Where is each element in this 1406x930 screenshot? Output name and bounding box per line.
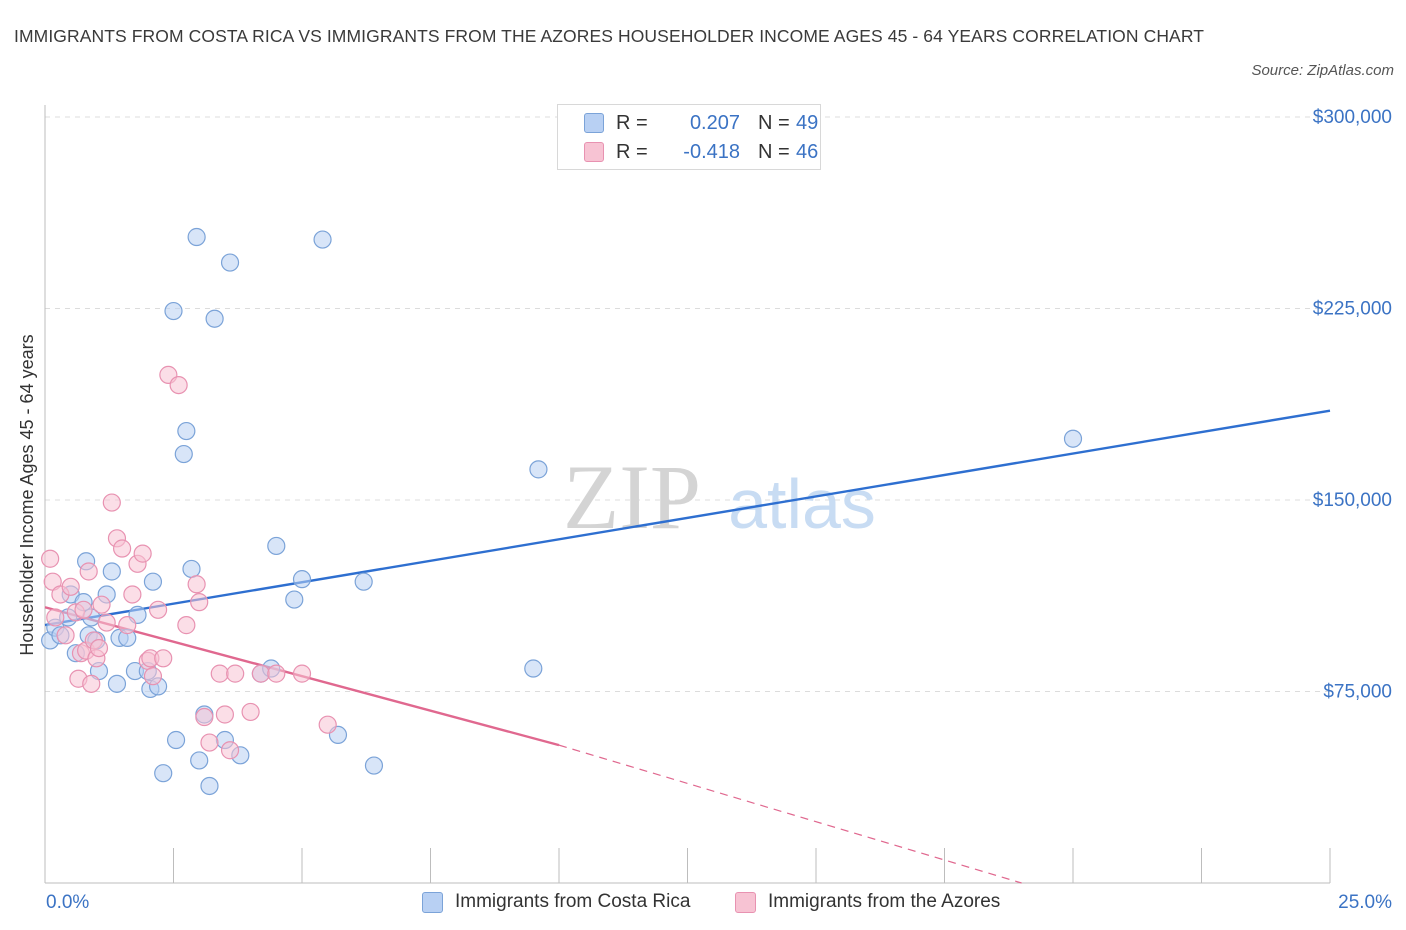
point-costa-rica [174,444,193,464]
x-tick-label-max: 25.0% [1338,892,1392,913]
axes [44,105,1331,884]
legend-swatch-azores [584,142,604,162]
watermark: ZIP atlas [563,446,876,548]
point-azores [187,575,206,594]
y-tick-label: $225,000 [1313,299,1392,320]
point-azores [102,493,121,512]
point-costa-rica [143,572,163,591]
point-costa-rica [313,230,332,249]
point-costa-rica [166,730,186,750]
point-azores [215,705,234,724]
y-axis-label: Householder Income Ages 45 - 64 years [17,334,37,655]
stats-legend: R = 0.207 N = 49 R = -0.418 N = 46 [557,104,821,170]
point-costa-rica [164,301,183,321]
point-costa-rica [205,309,224,328]
point-azores [195,707,214,727]
point-costa-rica [364,756,384,775]
legend-r-value: 0.207 [689,112,740,134]
point-azores [97,613,116,632]
point-costa-rica [102,562,121,581]
point-costa-rica [182,559,201,579]
point-costa-rica [220,253,240,272]
point-costa-rica [154,764,173,783]
series-legend-swatch-azores [735,892,756,913]
point-azores [177,616,196,635]
point-costa-rica [524,659,543,678]
y-tick-label: $300,000 [1313,107,1392,128]
point-azores [200,733,219,752]
legend-r-label: R = [616,141,648,163]
point-azores [92,595,111,614]
point-azores [143,667,163,686]
legend-n-value: 49 [796,112,819,134]
y-tick-label: $150,000 [1313,490,1392,511]
series-legend-swatch-costa-rica [422,892,443,913]
watermark-atlas: atlas [728,465,876,543]
point-azores [112,539,132,558]
legend-r-value: -0.418 [683,141,740,163]
data-points [41,227,1083,796]
legend-r-label: R = [616,112,648,134]
source-credit: Source: ZipAtlas.com [1251,62,1394,79]
point-azores [46,608,65,627]
point-azores [89,638,109,658]
point-azores [190,593,209,612]
legend-swatch-costa-rica [584,113,604,133]
point-azores [210,664,229,683]
point-azores [292,664,312,683]
series-legend-label-azores: Immigrants from the Azores [768,891,1001,912]
point-azores [123,585,142,604]
point-azores [133,544,152,563]
point-costa-rica [107,674,127,693]
point-azores [74,600,93,619]
point-azores [148,600,168,619]
point-costa-rica [1063,429,1083,448]
point-azores [220,741,240,760]
point-azores [82,674,101,693]
point-azores [41,549,60,568]
point-azores [61,577,80,596]
point-azores [267,664,286,683]
point-costa-rica [285,590,304,609]
chart-title: IMMIGRANTS FROM COSTA RICA VS IMMIGRANTS… [14,26,1205,46]
legend-n-label: N = [758,141,790,163]
point-azores [118,616,137,635]
trend-line-azores-extrapolated [558,744,1022,884]
point-azores [79,562,98,581]
y-tick-label: $75,000 [1323,682,1392,703]
point-costa-rica [267,536,286,556]
trend-line-costa-rica [44,409,1331,627]
point-azores [318,715,337,734]
point-azores [241,702,260,722]
point-costa-rica [354,572,373,591]
legend-n-value: 46 [796,141,819,163]
point-costa-rica [187,227,206,247]
point-azores [56,626,75,645]
watermark-zip: ZIP [563,446,701,548]
legend-n-label: N = [758,112,790,134]
point-azores [154,649,173,668]
axis-labels: $75,000 $150,000 $225,000 $300,000 0.0% 25.0%… [17,107,1392,913]
grid-lines [45,116,1330,692]
point-costa-rica [177,421,196,441]
point-costa-rica [529,460,548,479]
x-tick-label-min: 0.0% [46,892,89,913]
point-azores [226,664,245,683]
point-costa-rica [190,751,209,770]
point-azores [169,376,188,395]
series-legend-label-costa-rica: Immigrants from Costa Rica [455,891,691,912]
point-costa-rica [200,776,219,796]
point-azores [251,664,270,683]
point-costa-rica [292,570,312,589]
